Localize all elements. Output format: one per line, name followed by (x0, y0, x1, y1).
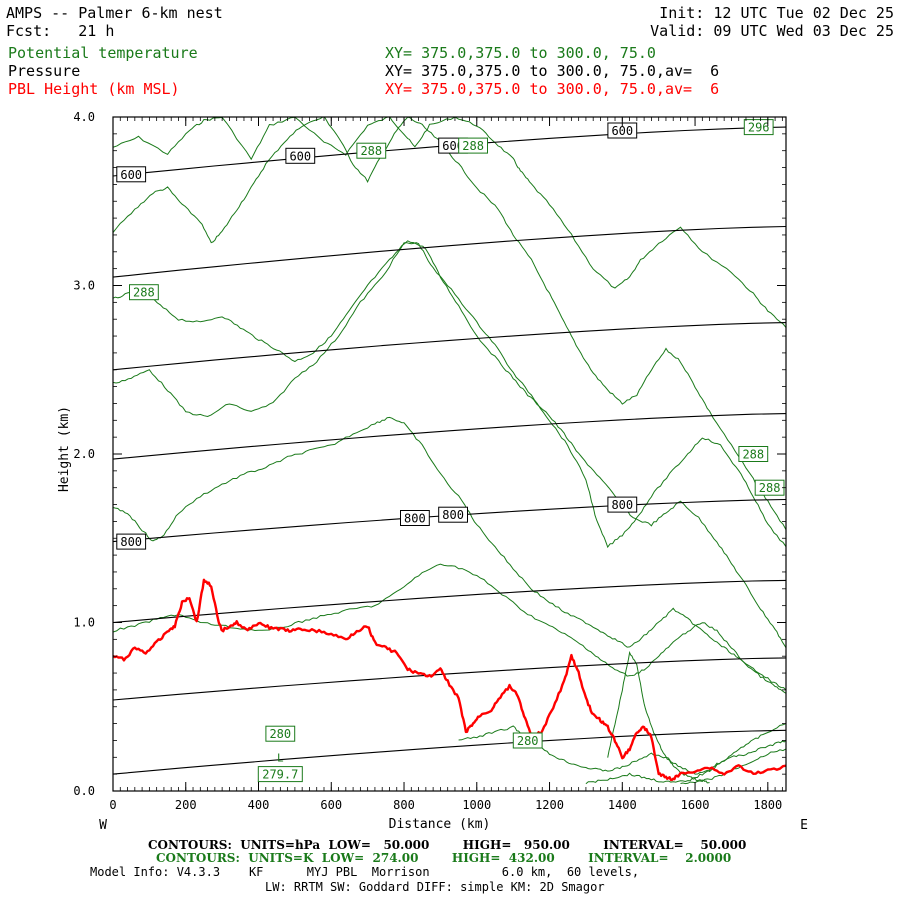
east-label: E (800, 818, 808, 833)
pressure-label-4-box (116, 533, 147, 550)
pressure-label-6-box (438, 506, 469, 523)
theta-contour-7 (585, 740, 786, 785)
theta-label-5: 288 (759, 481, 781, 495)
theta-label-0-box (356, 142, 387, 159)
theta-label-2: 296 (748, 121, 770, 135)
y-tick-label-1: 1.0 (73, 616, 95, 630)
isobar-650 (113, 225, 786, 278)
theta-label-8: 279.7 (262, 768, 298, 782)
pressure-isobars (113, 126, 786, 775)
theta-label-7: 280 (517, 734, 539, 748)
footer-theta-contours: CONTOURS: UNITS=K LOW= 274.00 HIGH= 432.… (156, 851, 732, 865)
valid-time: Valid: 09 UTC Wed 03 Dec 25 (650, 22, 894, 40)
theta-minimum-marker: L (277, 751, 284, 764)
x-tick-label-8: 1600 (681, 798, 710, 812)
field-name-pressure: Pressure (8, 62, 81, 80)
west-label: W (99, 818, 107, 833)
x-tick-label-5: 1000 (462, 798, 491, 812)
y-tick-label-0: 0.0 (73, 784, 95, 798)
pressure-label-7-box (607, 496, 638, 513)
x-axis-label: Distance (km) (389, 817, 491, 832)
pressure-label-6: 800 (442, 508, 464, 522)
pressure-label-1: 600 (289, 149, 311, 163)
forecast-hour: Fcst: 21 h (6, 22, 115, 40)
init-time: Init: 12 UTC Tue 02 Dec 25 (659, 4, 894, 22)
pbl-height-line (113, 578, 786, 782)
theta-label-1-box (458, 137, 489, 154)
y-tick-label-4: 4.0 (73, 110, 95, 124)
x-tick-label-7: 1400 (608, 798, 637, 812)
plot-frame (112, 116, 787, 792)
x-tick-label-3: 600 (320, 798, 342, 812)
footer-model-info: Model Info: V4.3.3 KF MYJ PBL Morrison 6… (90, 865, 640, 879)
theta-label-7-box (512, 732, 543, 749)
pressure-label-0: 600 (120, 168, 142, 182)
theta-label-0: 288 (360, 144, 382, 158)
pbl-height-series (113, 578, 786, 782)
y-tick-label-2: 2.0 (73, 447, 95, 461)
theta-contour-8 (607, 650, 710, 784)
footer-pressure-contours: CONTOURS: UNITS=hPa LOW= 50.000 HIGH= 95… (148, 838, 747, 852)
theta-label-4-box (738, 446, 769, 462)
y-tick-label-3: 3.0 (73, 279, 95, 293)
isobar-850 (113, 579, 786, 624)
theta-label-2-box (743, 119, 774, 136)
theta-label-6: 280 (269, 727, 291, 741)
x-tick-label-4: 800 (393, 798, 415, 812)
isobar-700 (113, 322, 786, 371)
pressure-label-5: 800 (404, 512, 426, 526)
theta-contour-3 (113, 242, 786, 549)
pressure-label-4: 800 (120, 535, 142, 549)
field-name-pbl: PBL Height (km MSL) (8, 80, 180, 98)
theta-label-1: 288 (462, 139, 484, 153)
isobar-750 (113, 413, 786, 460)
theta-contour-1 (113, 117, 786, 531)
theta-label-4: 288 (742, 448, 764, 462)
field-xy-theta: XY= 375.0,375.0 to 300.0, 75.0 (385, 44, 656, 62)
theta-contour-4 (113, 416, 786, 691)
theta-label-6-box (265, 725, 296, 742)
x-tick-label-6: 1200 (535, 798, 564, 812)
theta-contour-0 (113, 117, 786, 328)
x-tick-label-9: 1800 (753, 798, 782, 812)
y-axis-label: Height (km) (57, 406, 72, 492)
field-xy-pressure: XY= 375.0,375.0 to 300.0, 75.0,av= 6 (385, 62, 720, 80)
theta-contour-9 (680, 748, 786, 785)
pressure-label-5-box (400, 510, 430, 526)
chart-title: AMPS -- Palmer 6-km nest (6, 4, 223, 22)
x-tick-label-0: 0 (109, 798, 116, 812)
isobar-950 (113, 729, 786, 775)
axes: 0 200 400 600 800 1000 1200 1400 1600 1800 0.0 1.0 2… (57, 110, 808, 833)
theta-label-3-box (129, 284, 159, 301)
x-tick-label-2: 400 (248, 798, 270, 812)
footer-model-info-2: LW: RRTM SW: Goddard DIFF: simple KM: 2D… (265, 880, 605, 894)
field-xy-pbl: XY= 375.0,375.0 to 300.0, 75.0,av= 6 (385, 80, 720, 98)
pressure-label-7: 800 (611, 498, 633, 512)
isobar-900 (113, 657, 786, 701)
x-tick-label-1: 200 (175, 798, 197, 812)
theta-label-8-box (257, 766, 303, 783)
pressure-label-1-box (285, 147, 316, 164)
field-name-theta: Potential temperature (8, 44, 198, 62)
theta-label-3: 288 (133, 286, 155, 300)
pressure-label-0-box (116, 166, 147, 183)
pressure-label-3: 600 (611, 124, 633, 138)
theta-contour-2 (113, 240, 786, 649)
